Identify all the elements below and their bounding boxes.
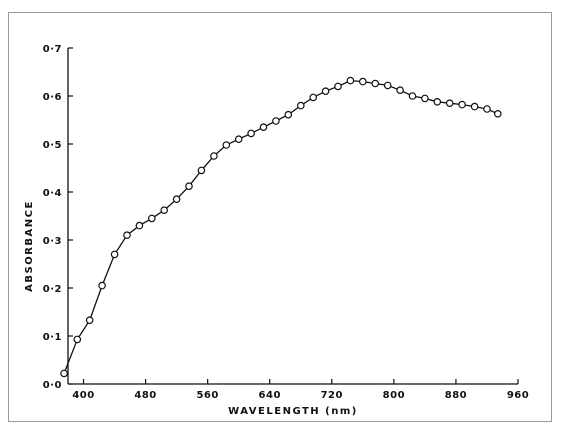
data-point (172, 195, 181, 204)
y-tick-label: 0·2 (43, 284, 62, 295)
y-tick-label: 0·0 (43, 380, 62, 391)
data-point (396, 86, 404, 95)
data-point (210, 152, 218, 160)
data-point (234, 135, 243, 144)
data-point (458, 100, 466, 109)
data-point (135, 221, 144, 230)
y-tick-label: 0·5 (43, 140, 62, 151)
data-point (493, 110, 502, 118)
x-tick-label: 720 (321, 390, 343, 401)
data-point (98, 281, 106, 290)
chart-axes (67, 48, 518, 385)
y-tick-label: 0·4 (43, 188, 62, 199)
x-tick-label: 560 (196, 390, 218, 401)
data-point (222, 141, 231, 149)
data-point (296, 101, 305, 110)
x-tick-label: 960 (507, 390, 529, 401)
axis-ticks: 400 480 560 640 720 800 880 960 0·0 0·1 0·2 0·3 0·4 0… (43, 44, 529, 401)
data-point (148, 214, 156, 223)
data-point (358, 77, 367, 86)
data-point (272, 117, 280, 125)
data-point (73, 335, 82, 344)
data-point (433, 98, 442, 106)
data-point (483, 105, 491, 113)
data-point (284, 110, 293, 119)
x-axis-label: WAVELENGTH (nm) (228, 406, 358, 417)
data-point (259, 123, 268, 132)
x-tick-label: 480 (134, 390, 156, 401)
y-tick-label: 0·3 (43, 236, 62, 247)
data-point (60, 369, 68, 378)
data-point (197, 166, 206, 175)
data-point (247, 129, 255, 138)
data-point (371, 79, 380, 88)
x-tick-label: 880 (445, 390, 467, 401)
data-point (470, 102, 479, 111)
data-point (421, 94, 429, 103)
data-point (408, 92, 417, 100)
series-line (63, 79, 499, 374)
data-point (309, 93, 318, 102)
x-tick-label: 640 (259, 390, 281, 401)
y-tick-label: 0·6 (43, 92, 62, 103)
data-point (110, 250, 119, 259)
data-point (321, 87, 330, 96)
y-axis-label: ABSORBANCE (24, 200, 35, 292)
data-point (160, 206, 169, 215)
data-point (85, 316, 94, 325)
series-layer (60, 76, 502, 378)
chart-frame (8, 12, 552, 422)
y-tick-label: 0·7 (43, 44, 62, 55)
data-point (346, 76, 355, 85)
data-point (383, 81, 392, 90)
data-point (334, 82, 342, 91)
data-point (445, 99, 454, 108)
x-tick-label: 400 (72, 390, 94, 401)
data-point (185, 182, 193, 191)
x-tick-label: 800 (383, 390, 405, 401)
data-point (123, 231, 131, 240)
y-tick-label: 0·1 (43, 332, 62, 343)
